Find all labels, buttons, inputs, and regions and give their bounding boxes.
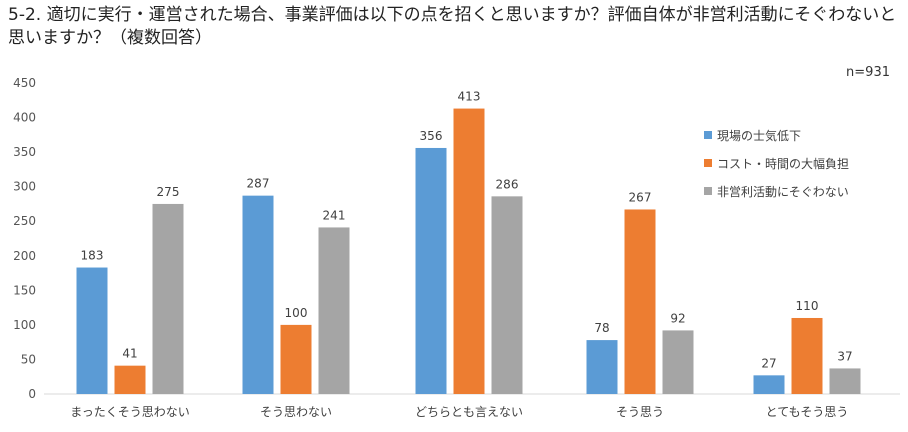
x-tick-label: そう思う bbox=[616, 405, 664, 419]
data-label: 100 bbox=[285, 306, 308, 320]
data-label: 241 bbox=[323, 208, 346, 222]
legend-swatch bbox=[704, 131, 712, 139]
bar bbox=[152, 203, 184, 394]
bar bbox=[114, 365, 146, 394]
legend-label: コスト・時間の大幅負担 bbox=[717, 156, 849, 171]
legend-label: 現場の士気低下 bbox=[717, 128, 801, 143]
bar bbox=[829, 368, 861, 394]
data-label: 92 bbox=[670, 311, 685, 325]
x-tick-label: どちらとも言えない bbox=[415, 405, 523, 419]
data-label: 27 bbox=[761, 356, 776, 370]
data-label: 110 bbox=[796, 299, 819, 313]
bar bbox=[791, 317, 823, 394]
data-label: 37 bbox=[837, 349, 852, 363]
x-tick-label: とてもそう思う bbox=[766, 405, 849, 419]
y-tick-label: 350 bbox=[13, 145, 36, 159]
bar bbox=[242, 195, 274, 394]
data-label: 275 bbox=[157, 185, 180, 199]
bar bbox=[753, 375, 785, 394]
bars: 183 41 275 287 100 241 356 413 286 78 267 92 27 110 37 bbox=[76, 90, 861, 395]
y-tick-label: 100 bbox=[13, 318, 36, 332]
sample-size-label: n=931 bbox=[846, 65, 890, 80]
data-label: 41 bbox=[122, 347, 137, 361]
y-tick-label: 300 bbox=[13, 180, 36, 194]
x-tick-label: そう思わない bbox=[260, 405, 332, 419]
legend-swatch bbox=[704, 187, 712, 195]
y-tick-label: 200 bbox=[13, 249, 36, 263]
data-label: 356 bbox=[420, 129, 443, 143]
bar bbox=[662, 330, 694, 394]
bar bbox=[586, 340, 618, 394]
data-label: 78 bbox=[594, 321, 609, 335]
data-label: 286 bbox=[496, 177, 519, 191]
data-label: 287 bbox=[247, 177, 270, 191]
data-label: 413 bbox=[458, 90, 481, 104]
y-tick-label: 400 bbox=[13, 111, 36, 125]
bar bbox=[318, 227, 350, 394]
data-label: 183 bbox=[81, 249, 104, 263]
data-label: 267 bbox=[629, 190, 652, 204]
bar bbox=[415, 147, 447, 394]
bar bbox=[280, 324, 312, 394]
bar bbox=[491, 196, 523, 394]
y-tick-label: 150 bbox=[13, 283, 36, 297]
y-tick-label: 450 bbox=[13, 76, 36, 90]
y-tick-label: 250 bbox=[13, 214, 36, 228]
legend-label: 非営利活動にそぐわない bbox=[717, 185, 849, 199]
y-tick-label: 0 bbox=[28, 387, 36, 401]
bar bbox=[624, 209, 656, 394]
legend-swatch bbox=[704, 159, 712, 167]
bar bbox=[453, 108, 485, 395]
page-title: 5-2. 適切に実行・運営された場合、事業評価は以下の点を招くと思いますか？評価… bbox=[8, 5, 897, 48]
axes: 0 50 100 150 200 250 300 350 400 450 まったくそう思わない そう思… bbox=[13, 76, 900, 419]
x-tick-label: まったくそう思わない bbox=[70, 405, 190, 419]
bar bbox=[76, 267, 108, 394]
y-tick-label: 50 bbox=[21, 352, 36, 366]
